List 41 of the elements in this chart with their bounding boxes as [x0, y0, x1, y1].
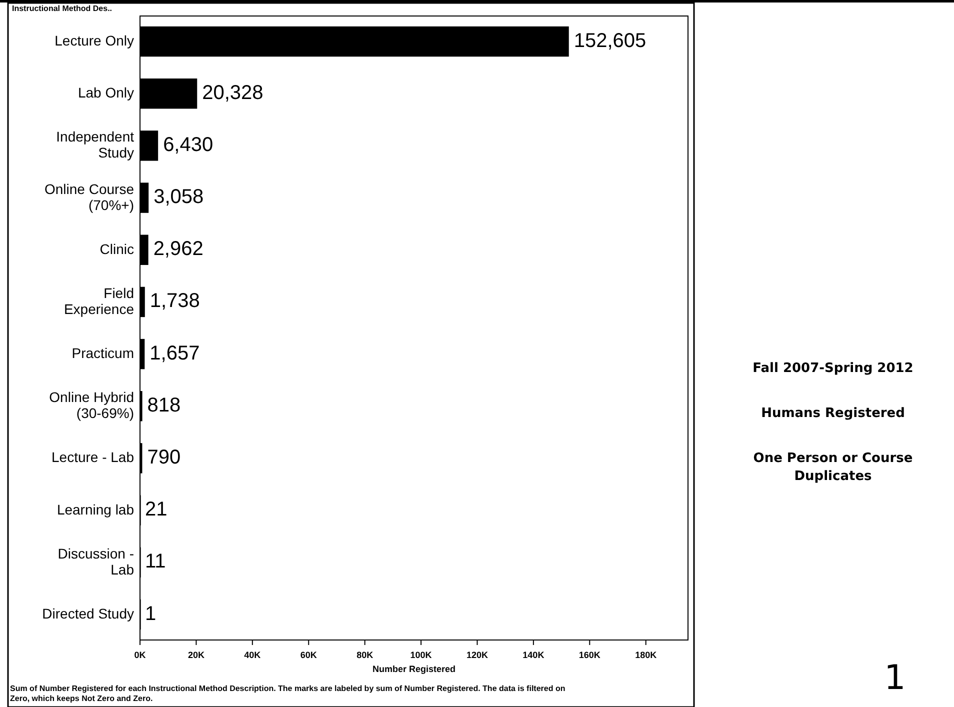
text: Fall 2007-Spring 2012	[752, 360, 914, 376]
data-label: 1,738	[150, 290, 200, 312]
y-tick-label: Discussion - Lab	[58, 545, 134, 578]
x-tick-label: 0K	[134, 650, 146, 660]
x-tick-label: 160K	[578, 650, 601, 660]
y-tick-label: Independent Study	[56, 128, 134, 160]
data-label: 6,430	[163, 134, 214, 156]
y-tick-label: Lecture Only	[54, 32, 134, 48]
y-tick-label: Online Course (70%+)	[44, 180, 134, 212]
data-label: 21	[145, 498, 168, 521]
data-label: 1	[145, 602, 156, 625]
text: Sum of Number Registered for each Instructional Method Description. The marks are labeled by sum of Number Registered. The data is filtered on Zero, which keeps Not Zero and Zero.	[10, 684, 566, 704]
y-tick-label: Clinic	[100, 240, 134, 257]
y-tick-label: Directed Study	[42, 605, 134, 622]
y-tick-label: Online Hybrid (30-69%)	[49, 388, 134, 421]
data-label: 1,657	[150, 342, 200, 364]
y-tick-label: Learning lab	[56, 501, 134, 518]
y-tick-label: Practicum	[72, 344, 134, 361]
y-tick-label: Lecture - Lab	[52, 448, 134, 465]
x-tick-label: 140K	[522, 650, 545, 660]
x-tick-label: 100K	[410, 650, 432, 660]
data-label: 152,605	[574, 30, 646, 52]
data-label: 20,328	[202, 82, 264, 104]
x-tick-label: 60K	[300, 650, 318, 660]
data-label: 11	[145, 550, 166, 573]
y-axis-title: Instructional Method Des..	[12, 4, 112, 14]
x-axis-title: Number Registered	[372, 664, 456, 674]
x-tick-label: 80K	[356, 650, 374, 660]
x-tick-label: 180K	[635, 650, 658, 660]
x-tick-label: 40K	[244, 650, 262, 660]
text: Humans Registered	[761, 406, 905, 421]
data-label: 790	[147, 446, 181, 468]
text: 1	[884, 658, 906, 698]
data-label: 818	[147, 394, 181, 416]
data-label: 3,058	[154, 186, 204, 208]
data-label: 2,962	[153, 238, 204, 260]
x-tick-label: 120K	[466, 650, 488, 660]
x-tick-label: 20K	[188, 650, 205, 660]
y-tick-label: Lab Only	[78, 84, 134, 100]
text: One Person or Course Duplicates	[753, 450, 913, 484]
y-tick-label: Field Experience	[64, 284, 134, 317]
